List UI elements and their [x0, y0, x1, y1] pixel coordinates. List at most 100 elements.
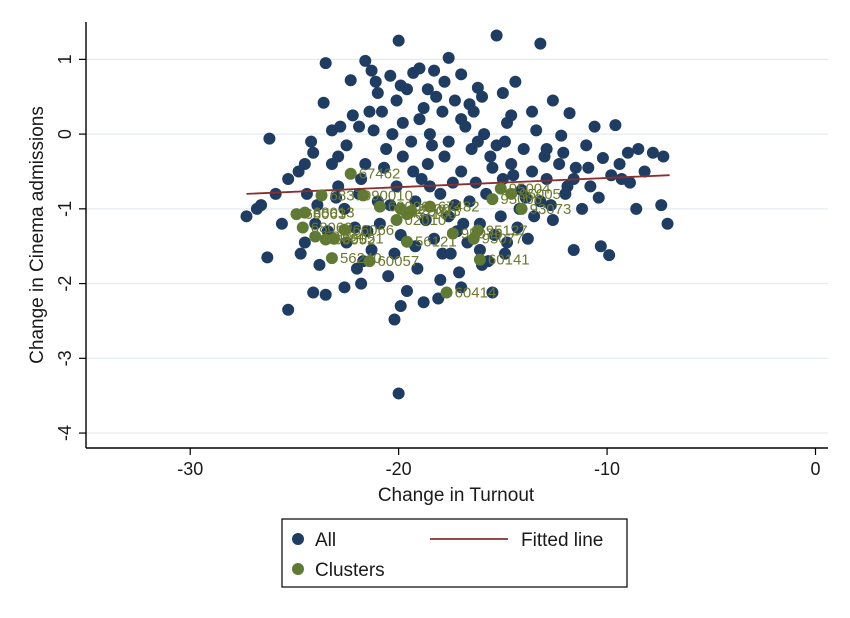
data-point-all — [630, 202, 643, 215]
data-point-all — [359, 54, 372, 67]
data-point-all — [380, 143, 393, 156]
data-point-all — [555, 129, 568, 142]
data-point-all — [596, 152, 609, 165]
data-point-all — [467, 105, 480, 118]
data-point-all — [363, 105, 376, 118]
data-point-all — [382, 270, 395, 283]
cluster-id-label: 67462 — [359, 166, 401, 183]
y-tick-label: -1 — [55, 201, 75, 217]
cluster-id-label: 68000 — [388, 199, 430, 216]
data-point-all — [386, 128, 399, 141]
data-point-all — [330, 191, 343, 204]
data-point-all — [319, 288, 332, 301]
data-point-cluster — [440, 286, 453, 299]
data-point-all — [434, 187, 447, 200]
data-point-all — [486, 286, 499, 299]
data-point-cluster — [423, 200, 436, 213]
data-point-all — [396, 116, 409, 129]
data-point-all — [421, 158, 434, 170]
series-fitted-line — [246, 174, 670, 195]
data-point-all — [269, 187, 282, 200]
data-point-all — [561, 180, 574, 193]
data-point-all — [438, 150, 451, 163]
data-point-all — [340, 139, 353, 152]
cluster-id-label: 95077 — [482, 231, 524, 248]
data-point-all — [605, 169, 618, 182]
data-point-all — [378, 161, 391, 174]
cluster-id-label: 68069 — [311, 220, 353, 237]
data-point-all — [517, 143, 530, 156]
data-point-all — [338, 281, 351, 294]
data-point-all — [442, 135, 455, 148]
data-point-all — [526, 165, 539, 178]
data-point-cluster — [473, 253, 486, 266]
data-point-all — [388, 247, 401, 260]
data-point-all — [584, 180, 597, 193]
data-point-all — [373, 217, 386, 230]
legend-all-marker — [292, 533, 304, 545]
y-tick-label: -3 — [55, 350, 75, 366]
data-point-all — [436, 105, 449, 118]
data-point-cluster — [494, 182, 507, 195]
series-clusters — [290, 167, 528, 299]
cluster-id-label: 90010 — [371, 187, 413, 204]
data-point-all — [444, 247, 457, 260]
data-point-all — [430, 90, 443, 103]
y-tick-label: -2 — [55, 276, 75, 292]
data-point-all — [419, 214, 432, 227]
data-point-all — [365, 243, 378, 256]
data-point-all — [375, 105, 388, 118]
legend-all-label: All — [315, 530, 336, 551]
data-point-all — [476, 90, 489, 103]
data-point-all — [526, 105, 539, 118]
data-point-all — [240, 210, 253, 223]
data-point-cluster — [446, 227, 459, 240]
data-point-cluster — [486, 193, 499, 206]
data-point-all — [655, 199, 668, 212]
data-point-all — [661, 217, 674, 230]
data-point-all — [463, 195, 476, 208]
data-point-all — [603, 249, 616, 262]
data-point-all — [317, 96, 330, 109]
data-point-all — [486, 161, 499, 174]
data-point-all — [353, 120, 366, 133]
data-point-all — [498, 247, 511, 260]
data-point-all — [369, 75, 382, 88]
data-point-all — [400, 285, 413, 298]
data-point-cluster — [400, 235, 413, 248]
data-point-all — [455, 165, 468, 178]
data-point-all — [436, 247, 449, 260]
data-point-all — [390, 94, 403, 107]
data-point-all — [411, 262, 424, 275]
data-point-all — [553, 158, 566, 170]
data-point-all — [275, 217, 288, 230]
data-point-all — [496, 87, 509, 99]
cluster-id-label: 67482 — [438, 199, 480, 216]
axes — [79, 22, 828, 455]
data-point-all — [300, 187, 313, 200]
data-point-all — [471, 135, 484, 148]
data-point-all — [646, 146, 659, 159]
data-point-all — [469, 176, 482, 189]
data-point-cluster — [373, 200, 386, 213]
data-point-all — [563, 107, 576, 120]
fitted-line — [246, 174, 670, 195]
data-point-all — [355, 277, 368, 290]
data-point-all — [546, 214, 559, 227]
data-point-all — [455, 281, 468, 294]
cluster-id-label: 95005 — [519, 186, 561, 203]
cluster-id-label: 93073 — [530, 201, 572, 218]
data-point-all — [346, 109, 359, 122]
data-point-all — [388, 313, 401, 326]
data-point-cluster — [319, 233, 332, 246]
cluster-id-label: 95127 — [486, 223, 528, 240]
data-point-all — [263, 132, 276, 145]
data-point-all — [319, 57, 332, 70]
data-point-all — [488, 229, 501, 241]
data-point-all — [305, 135, 318, 148]
data-point-all — [307, 286, 320, 299]
data-point-all — [338, 202, 351, 215]
cluster-id-label: 68370 — [330, 187, 372, 204]
